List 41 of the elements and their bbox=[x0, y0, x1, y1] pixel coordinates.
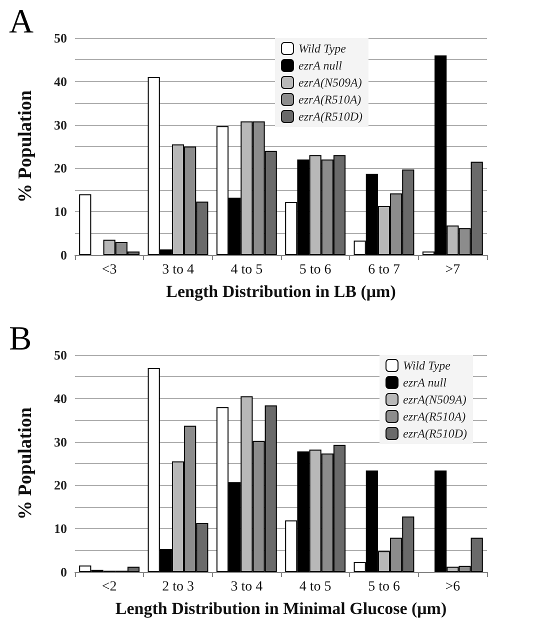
y-tick-label: 30 bbox=[54, 434, 67, 450]
x-tick-label: 4 to 5 bbox=[230, 262, 263, 278]
x-tick-label: 2 to 3 bbox=[162, 580, 194, 594]
chart-title: A bbox=[9, 4, 34, 40]
bar bbox=[79, 194, 92, 255]
legend-label: ezrA(R510A) bbox=[403, 410, 466, 424]
x-tick-label: 4 to 5 bbox=[299, 580, 332, 594]
y-tick-label: 40 bbox=[54, 74, 67, 89]
x-tick-label: <3 bbox=[102, 262, 117, 278]
x-tick-label: <2 bbox=[102, 580, 117, 594]
y-axis-title: % Population bbox=[15, 406, 36, 520]
y-tick-label: 20 bbox=[54, 160, 67, 176]
y-axis-title: % Population bbox=[15, 90, 36, 203]
y-tick-label: 50 bbox=[54, 348, 67, 362]
chart-title: B bbox=[9, 320, 32, 358]
y-tick-label: 10 bbox=[54, 521, 67, 536]
x-tick-label: 5 to 6 bbox=[299, 262, 332, 278]
legend-label: ezrA null bbox=[298, 58, 343, 72]
x-axis-title: Length Distribution in Minimal Glucose (μm) bbox=[115, 599, 447, 618]
y-tick-label: 10 bbox=[54, 204, 67, 220]
y-tick-label: 20 bbox=[54, 478, 67, 493]
legend-label: ezrA(N509A) bbox=[298, 76, 362, 90]
x-axis-title: Length Distribution in LB (μm) bbox=[166, 282, 396, 301]
x-tick-label: 6 to 7 bbox=[368, 262, 400, 278]
legend-label: ezrA(R510D) bbox=[403, 426, 468, 440]
legend-label: ezrA(R510A) bbox=[298, 92, 362, 106]
x-tick-label: 5 to 6 bbox=[368, 580, 400, 594]
y-tick-label: 0 bbox=[60, 248, 67, 262]
x-tick-label: >6 bbox=[445, 580, 460, 594]
y-tick-label: 30 bbox=[54, 117, 67, 132]
legend-label: Wild Type bbox=[403, 358, 452, 372]
legend-label: ezrA(R510D) bbox=[298, 110, 362, 124]
y-tick-label: 50 bbox=[54, 30, 67, 46]
x-tick-label: >7 bbox=[445, 262, 460, 278]
x-tick-label: 3 to 4 bbox=[230, 580, 263, 594]
y-tick-label: 0 bbox=[60, 564, 67, 580]
x-tick-label: 3 to 4 bbox=[162, 262, 194, 278]
legend-label: ezrA(N509A) bbox=[403, 392, 466, 406]
legend-label: ezrA null bbox=[403, 376, 448, 390]
legend-label: Wild Type bbox=[298, 42, 347, 56]
y-tick-label: 40 bbox=[54, 390, 67, 406]
